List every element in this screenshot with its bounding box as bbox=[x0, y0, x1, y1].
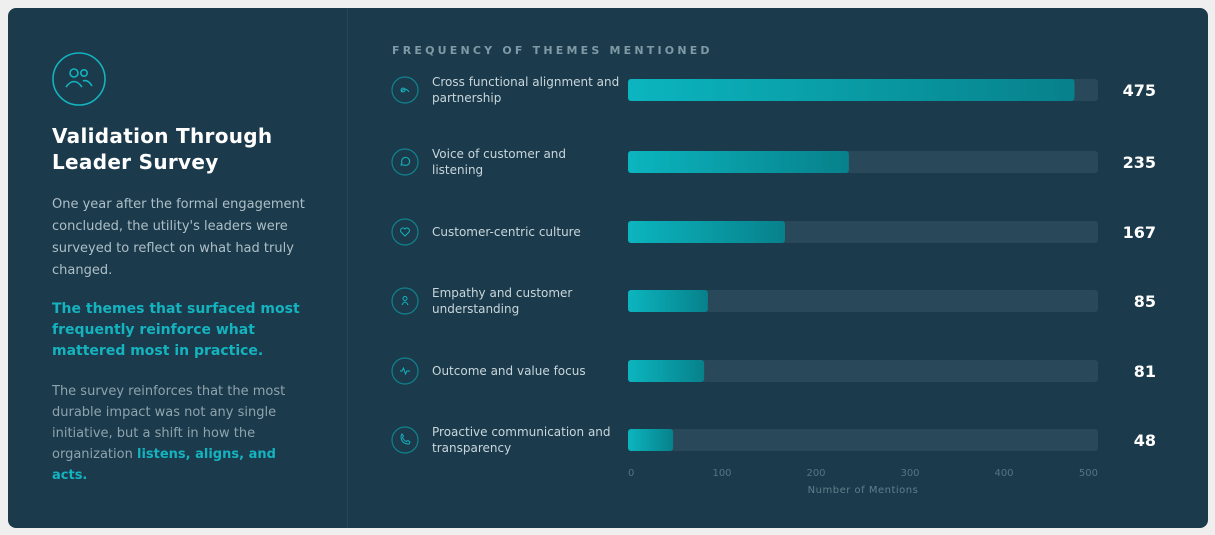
row-icon bbox=[391, 426, 419, 454]
category-label: Voice of customer and listening bbox=[432, 147, 567, 177]
closing-text-body: The survey reinforces that the most dura… bbox=[52, 384, 286, 462]
category-label: Cross functional alignment and partnersh… bbox=[432, 75, 620, 105]
x-tick-label: 200 bbox=[806, 468, 825, 479]
bar bbox=[628, 290, 708, 312]
x-tick-label: 500 bbox=[1079, 468, 1098, 479]
category-label: Customer-centric culture bbox=[432, 225, 581, 239]
value-label: 81 bbox=[1134, 362, 1156, 381]
intro-text: One year after the formal engagement con… bbox=[52, 197, 305, 278]
x-tick-label: 300 bbox=[900, 468, 919, 479]
bar bbox=[628, 151, 849, 173]
bar bbox=[628, 221, 785, 243]
bar-track bbox=[628, 290, 1098, 312]
value-label: 167 bbox=[1123, 223, 1156, 242]
value-label: 85 bbox=[1134, 292, 1156, 311]
x-tick-label: 100 bbox=[712, 468, 731, 479]
bar-track bbox=[628, 360, 1098, 382]
chart-title: FREQUENCY OF THEMES MENTIONED bbox=[392, 44, 713, 57]
row-icon bbox=[391, 76, 419, 104]
row-icon bbox=[391, 287, 419, 315]
bar bbox=[628, 360, 705, 382]
bar bbox=[628, 79, 1075, 101]
category-label: Proactive communication and transparency bbox=[432, 425, 611, 455]
row-icon bbox=[391, 148, 419, 176]
card: Validation Through Leader Survey One yea… bbox=[8, 8, 1208, 528]
icon bbox=[52, 52, 106, 106]
value-label: 48 bbox=[1134, 431, 1156, 450]
row-icon bbox=[391, 357, 419, 385]
summary-panel: Validation Through Leader Survey One yea… bbox=[8, 8, 348, 528]
panel-title: Validation Through Leader Survey bbox=[52, 124, 273, 174]
value-label: 235 bbox=[1123, 153, 1156, 172]
category-label: Outcome and value focus bbox=[432, 364, 586, 378]
bar-track bbox=[628, 429, 1098, 451]
closing-text: The survey reinforces that the most dura… bbox=[52, 381, 314, 486]
closing-emphasis: listens, aligns, and acts. bbox=[52, 447, 276, 483]
chart: 475 235 167 85 81 48 0 100 200 300 400 500 Number of… bbox=[391, 76, 1156, 496]
x-axis-label: Number of Mentions bbox=[808, 485, 919, 496]
row-icon bbox=[391, 218, 419, 246]
highlight-text: The themes that surfaced most frequently… bbox=[52, 301, 300, 359]
value-label: 475 bbox=[1123, 81, 1156, 100]
x-tick-label: 0 bbox=[628, 468, 634, 479]
bar bbox=[628, 429, 674, 451]
x-tick-label: 400 bbox=[994, 468, 1013, 479]
category-label: Empathy and customer understanding bbox=[432, 286, 573, 316]
